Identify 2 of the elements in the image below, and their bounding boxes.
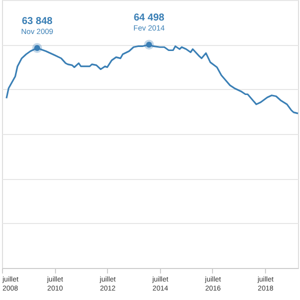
annotation: 63 848: [22, 16, 53, 28]
annotation: 64 498: [134, 12, 165, 24]
